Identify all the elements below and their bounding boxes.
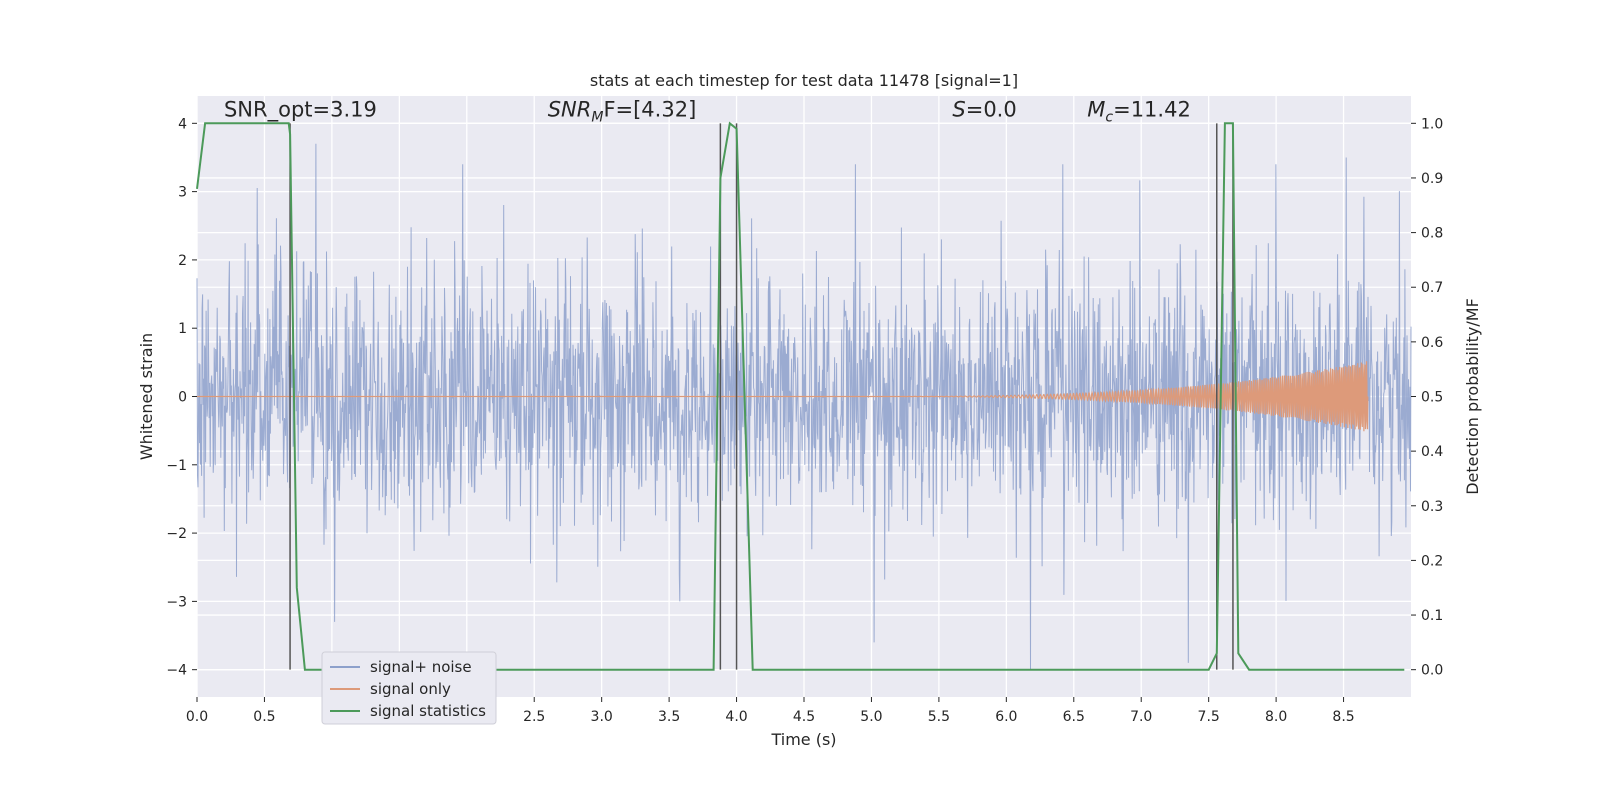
x-tick-label: 6.0	[995, 709, 1017, 725]
annotations: SNR_opt=3.19 SNRMF=[4.32] S=0.0 Mc=11.42	[224, 97, 1191, 125]
x-tick-label: 4.5	[793, 709, 815, 725]
x-tick-label: 3.5	[658, 709, 680, 725]
x-tick-label: 0.0	[186, 709, 208, 725]
legend: signal+ noise signal only signal statist…	[321, 651, 497, 725]
annotation-text: SNR_opt=3.19	[224, 97, 377, 122]
x-tick-label: 6.5	[1063, 709, 1085, 725]
x-tick-label: 5.5	[928, 709, 950, 725]
y-right-tick-label: 0.5	[1421, 390, 1443, 406]
x-tick-label: 0.5	[253, 709, 275, 725]
x-tick-label: 8.5	[1332, 709, 1354, 725]
signal-statistics-series	[196, 121, 1405, 671]
annotation-text: S=0.0	[952, 97, 1016, 121]
y-right-tick-label: 0.0	[1421, 663, 1443, 679]
legend-box	[321, 651, 497, 725]
legend-entry-signal-noise: signal+ noise	[370, 658, 472, 676]
y-right-tick-label: 0.9	[1421, 171, 1443, 187]
legend-entry-signal-statistics: signal statistics	[370, 702, 486, 720]
y-right-tick-label: 0.1	[1421, 608, 1443, 624]
x-tick-label: 7.0	[1130, 709, 1152, 725]
y-right-tick-label: 0.7	[1421, 280, 1443, 296]
y-left-axis-ticks: −4 −3 −2 −1 0 1 2 3 4	[166, 116, 197, 679]
x-tick-label: 3.0	[591, 709, 613, 725]
y-right-axis-label: Detection probability/MF	[1463, 298, 1482, 495]
y-right-tick-label: 1.0	[1421, 116, 1443, 132]
y-right-tick-label: 0.6	[1421, 335, 1443, 351]
y-right-axis-ticks: 0.0 0.1 0.2 0.3 0.4 0.5 0.6 0.7 0.8 0.9 1.0	[1411, 116, 1443, 679]
y-left-tick-label: 0	[178, 390, 187, 406]
chart-title: stats at each timestep for test data 114…	[590, 71, 1018, 90]
annotation-text: Mc=11.42	[1087, 97, 1191, 125]
x-tick-label: 7.5	[1198, 709, 1220, 725]
y-left-tick-label: −3	[166, 594, 187, 610]
annotation-text: SNRMF=[4.32]	[548, 97, 697, 125]
y-left-tick-label: −1	[166, 458, 187, 474]
y-right-tick-label: 0.3	[1421, 499, 1443, 515]
y-left-axis-label: Whitened strain	[137, 333, 156, 460]
y-right-tick-label: 0.8	[1421, 226, 1443, 242]
x-tick-label: 2.5	[523, 709, 545, 725]
x-axis-label: Time (s)	[770, 730, 836, 749]
signal-statistics-line	[196, 121, 1405, 671]
x-tick-label: 5.0	[860, 709, 882, 725]
y-left-tick-label: 2	[178, 253, 187, 269]
signal-only-line	[844, 361, 1369, 432]
y-right-tick-label: 0.2	[1421, 553, 1443, 569]
y-right-tick-label: 0.4	[1421, 444, 1443, 460]
legend-entry-signal-only: signal only	[370, 680, 451, 698]
y-left-tick-label: 3	[178, 185, 187, 201]
y-left-tick-label: 4	[178, 116, 187, 132]
y-left-tick-label: 1	[178, 321, 187, 337]
y-left-tick-label: −2	[166, 526, 187, 542]
y-left-tick-label: −4	[166, 663, 187, 679]
x-tick-label: 8.0	[1265, 709, 1287, 725]
x-tick-label: 4.0	[725, 709, 747, 725]
